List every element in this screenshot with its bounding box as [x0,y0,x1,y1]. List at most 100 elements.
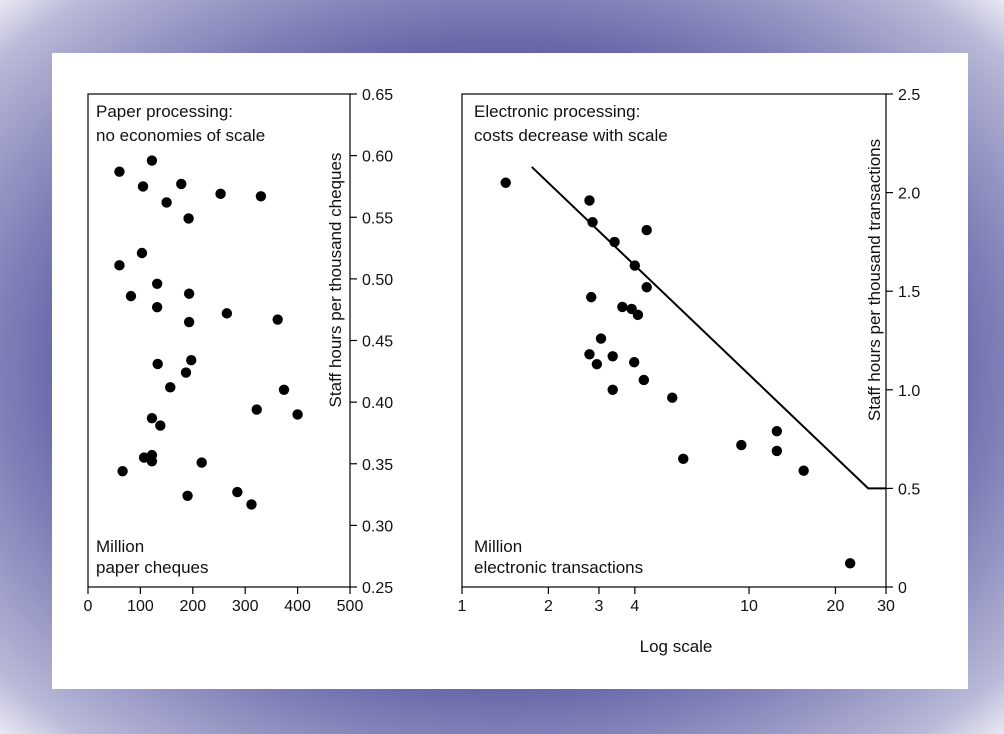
electronic-data-point [609,236,620,248]
electronic-x-tick-label: 1 [458,598,467,615]
paper-y-tick-label: 0.55 [362,210,393,227]
paper-data-point [151,278,163,290]
electronic-data-point [641,282,652,293]
paper-x-tick-label: 200 [179,598,206,615]
paper-data-point [136,247,148,259]
paper-data-point [251,404,262,415]
paper-y-tick-label: 0.40 [362,395,393,412]
paper-data-point [278,384,290,395]
paper-data-point [146,412,158,424]
paper-data-point [125,290,137,302]
paper-data-point [151,302,163,313]
electronic-x-tick-label: 2 [544,598,553,615]
electronic-y-tick-label: 1.5 [898,284,920,301]
electronic-y-tick-label: 2.0 [898,186,920,203]
paper-x-tick-label: 0 [84,598,93,615]
paper-data-point [117,465,128,477]
paper-data-point [196,457,207,468]
electronic-data-point [629,260,641,271]
paper-data-point [182,490,193,501]
electronic-data-point [586,291,597,303]
electronic-xaxis-note: Log scale [640,637,713,656]
paper-xlabel-line1: Million [96,537,144,556]
electronic-y-tick-label: 1.0 [898,383,920,400]
paper-data-point [246,499,257,510]
paper-data-point [137,181,149,192]
electronic-x-tick-label: 3 [595,598,604,615]
electronic-data-point [584,349,595,360]
paper-y-tick-label: 0.25 [362,580,393,597]
paper-data-point [146,155,158,166]
electronic-y-tick-label: 2.5 [898,87,920,104]
paper-y-tick-label: 0.65 [362,87,393,104]
electronic-data-point [591,358,603,370]
electronic-data-point [595,333,607,344]
paper-ylabel: Staff hours per thousand cheques [326,153,345,408]
paper-data-point [165,382,176,393]
electronic-x-tick-label: 20 [827,598,845,615]
paper-data-point [183,213,194,224]
paper-chart: Paper processing: no economies of scale … [84,87,394,615]
electronic-data-point [667,392,678,403]
paper-data-point [255,191,267,202]
figure-panel [52,53,968,689]
paper-data-point [114,260,125,271]
electronic-data-point [617,301,628,313]
electronic-y-tick-label: 0.5 [898,481,920,498]
electronic-trend-line [531,166,886,490]
paper-plot-area [87,93,351,588]
paper-x-tick-label: 500 [337,598,364,615]
electronic-data-point [736,439,747,451]
paper-data-point [152,358,163,370]
paper-data-point [155,420,166,431]
paper-data-point [221,308,233,319]
paper-x-tick-label: 100 [127,598,154,615]
paper-data-point [114,166,125,177]
paper-data-point [215,188,226,200]
paper-data-point [176,178,187,190]
paper-data-point [232,486,243,498]
electronic-data-point [844,558,856,569]
electronic-data-point [771,426,783,437]
electronic-xlabel-line1: Million [474,537,522,556]
electronic-data-point [641,224,652,236]
paper-data-point [146,456,158,467]
electronic-xlabel-line2: electronic transactions [474,558,643,577]
paper-y-tick-label: 0.35 [362,457,393,474]
electronic-data-point [771,445,783,457]
paper-data-point [161,197,172,208]
paper-data-point [272,314,283,325]
electronic-title-line1: Electronic processing: [474,102,640,121]
electronic-y-tick-label: 0 [898,580,907,597]
electronic-ylabel: Staff hours per thousand transactions [865,139,884,421]
electronic-data-point [632,309,644,321]
paper-y-tick-label: 0.50 [362,272,393,289]
paper-y-tick-label: 0.45 [362,334,393,351]
electronic-plot-area [461,93,887,588]
electronic-chart: Electronic processing: costs decrease wi… [458,87,921,656]
paper-y-tick-label: 0.30 [362,518,393,535]
electronic-data-point [607,351,618,362]
paper-data-point [186,355,197,366]
electronic-data-point [798,465,809,476]
paper-y-tick-label: 0.60 [362,149,393,166]
paper-data-point [183,316,195,328]
paper-data-point [138,452,150,463]
electronic-title-line2: costs decrease with scale [474,126,668,145]
paper-title-line2: no economies of scale [96,126,265,145]
paper-data-point [183,288,195,299]
electronic-x-tick-label: 4 [630,598,639,615]
electronic-data-point [500,177,511,188]
paper-data-point [292,409,303,420]
electronic-data-point [587,216,598,228]
electronic-data-point [584,195,595,206]
paper-x-tick-label: 400 [284,598,311,615]
paper-xlabel-line2: paper cheques [96,558,208,577]
paper-data-point [180,367,192,378]
electronic-data-point [628,356,640,368]
electronic-data-point [638,374,650,386]
paper-title-line1: Paper processing: [96,102,233,121]
electronic-data-point [607,384,618,395]
paper-x-tick-label: 300 [232,598,259,615]
